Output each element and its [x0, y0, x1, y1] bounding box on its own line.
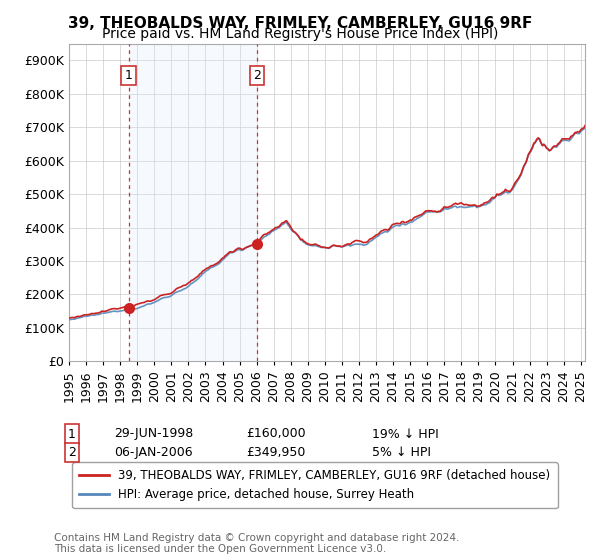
Text: 39, THEOBALDS WAY, FRIMLEY, CAMBERLEY, GU16 9RF: 39, THEOBALDS WAY, FRIMLEY, CAMBERLEY, G… — [68, 16, 532, 31]
Text: 1: 1 — [125, 69, 133, 82]
Text: 06-JAN-2006: 06-JAN-2006 — [114, 446, 193, 459]
Text: 29-JUN-1998: 29-JUN-1998 — [114, 427, 193, 441]
Text: 5% ↓ HPI: 5% ↓ HPI — [372, 446, 431, 459]
Bar — [128, 44, 257, 361]
Text: Price paid vs. HM Land Registry's House Price Index (HPI): Price paid vs. HM Land Registry's House … — [102, 27, 498, 41]
Text: 19% ↓ HPI: 19% ↓ HPI — [372, 427, 439, 441]
Text: £349,950: £349,950 — [246, 446, 305, 459]
Legend: 39, THEOBALDS WAY, FRIMLEY, CAMBERLEY, GU16 9RF (detached house), HPI: Average p: 39, THEOBALDS WAY, FRIMLEY, CAMBERLEY, G… — [73, 463, 557, 508]
Text: 2: 2 — [68, 446, 76, 459]
Text: 2: 2 — [253, 69, 261, 82]
Text: 1: 1 — [68, 427, 76, 441]
Text: Contains HM Land Registry data © Crown copyright and database right 2024.
This d: Contains HM Land Registry data © Crown c… — [54, 533, 460, 554]
Text: £160,000: £160,000 — [246, 427, 305, 441]
